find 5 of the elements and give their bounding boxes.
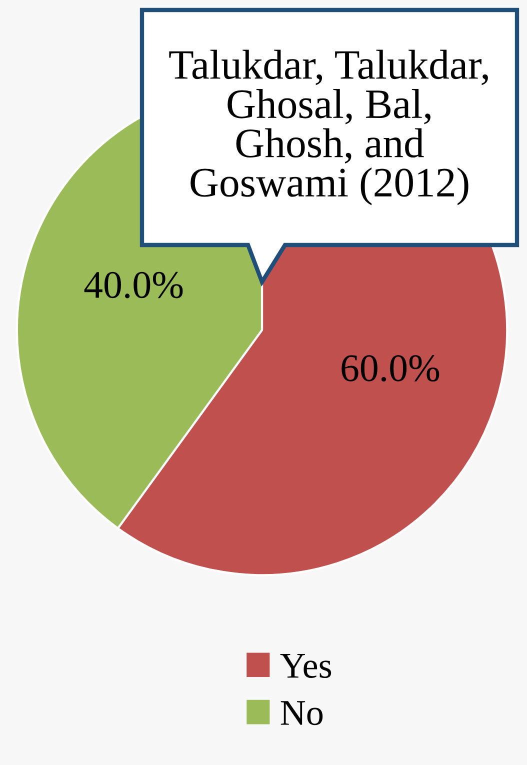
legend-label: Yes [280, 654, 332, 678]
chart-title: Talukdar, Talukdar, Ghosal, Bal, Ghosh, and Goswami (2012) [169, 50, 488, 206]
legend-label: No [280, 701, 323, 726]
data-label: 60.0% [342, 355, 440, 382]
data-label: 40.0% [84, 272, 183, 298]
